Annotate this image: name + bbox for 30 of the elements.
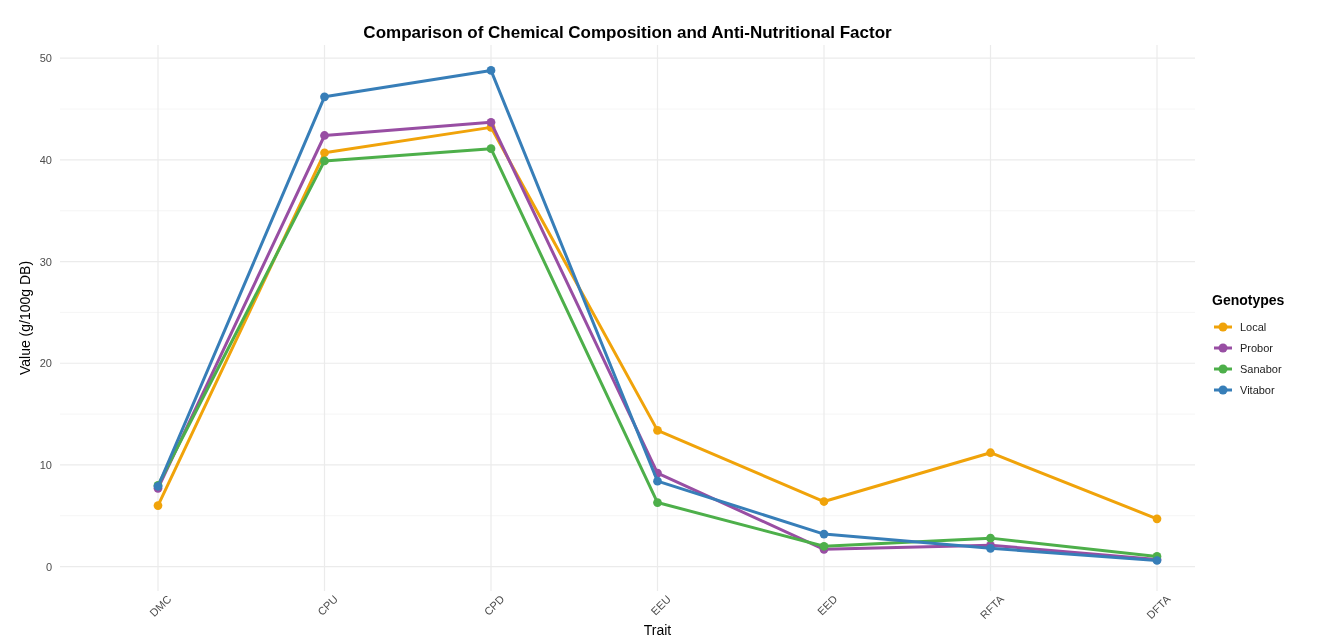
point bbox=[486, 66, 496, 75]
y-tick-label: 30 bbox=[39, 255, 52, 268]
point bbox=[320, 148, 329, 158]
legend-label: Vitabor bbox=[1240, 384, 1275, 396]
y-tick-label: 40 bbox=[39, 153, 52, 166]
point bbox=[653, 498, 662, 507]
legend-label: Probor bbox=[1240, 342, 1274, 354]
point bbox=[486, 117, 496, 127]
y-tick-label: 50 bbox=[39, 52, 52, 65]
legend-title: Genotypes bbox=[1212, 292, 1285, 308]
point bbox=[986, 448, 995, 458]
point bbox=[1152, 514, 1162, 524]
point bbox=[320, 92, 329, 102]
point bbox=[320, 156, 329, 166]
x-axis-title: Trait bbox=[643, 622, 672, 638]
chart-title: Comparison of Chemical Composition and Anti-Nutritional Factor bbox=[363, 23, 893, 42]
legend-label: Sanabor bbox=[1240, 363, 1282, 375]
point bbox=[320, 131, 329, 140]
point bbox=[653, 476, 662, 486]
y-axis-title: Value (g/100g DB) bbox=[17, 260, 33, 376]
point bbox=[819, 497, 829, 506]
point bbox=[153, 501, 163, 510]
point bbox=[819, 529, 829, 539]
y-tick-label: 10 bbox=[39, 458, 52, 471]
point bbox=[653, 425, 662, 435]
point bbox=[986, 533, 995, 543]
legend-label: Local bbox=[1240, 321, 1267, 333]
point bbox=[486, 144, 496, 154]
y-tick-label: 0 bbox=[45, 560, 52, 573]
y-tick-label: 20 bbox=[39, 357, 52, 370]
